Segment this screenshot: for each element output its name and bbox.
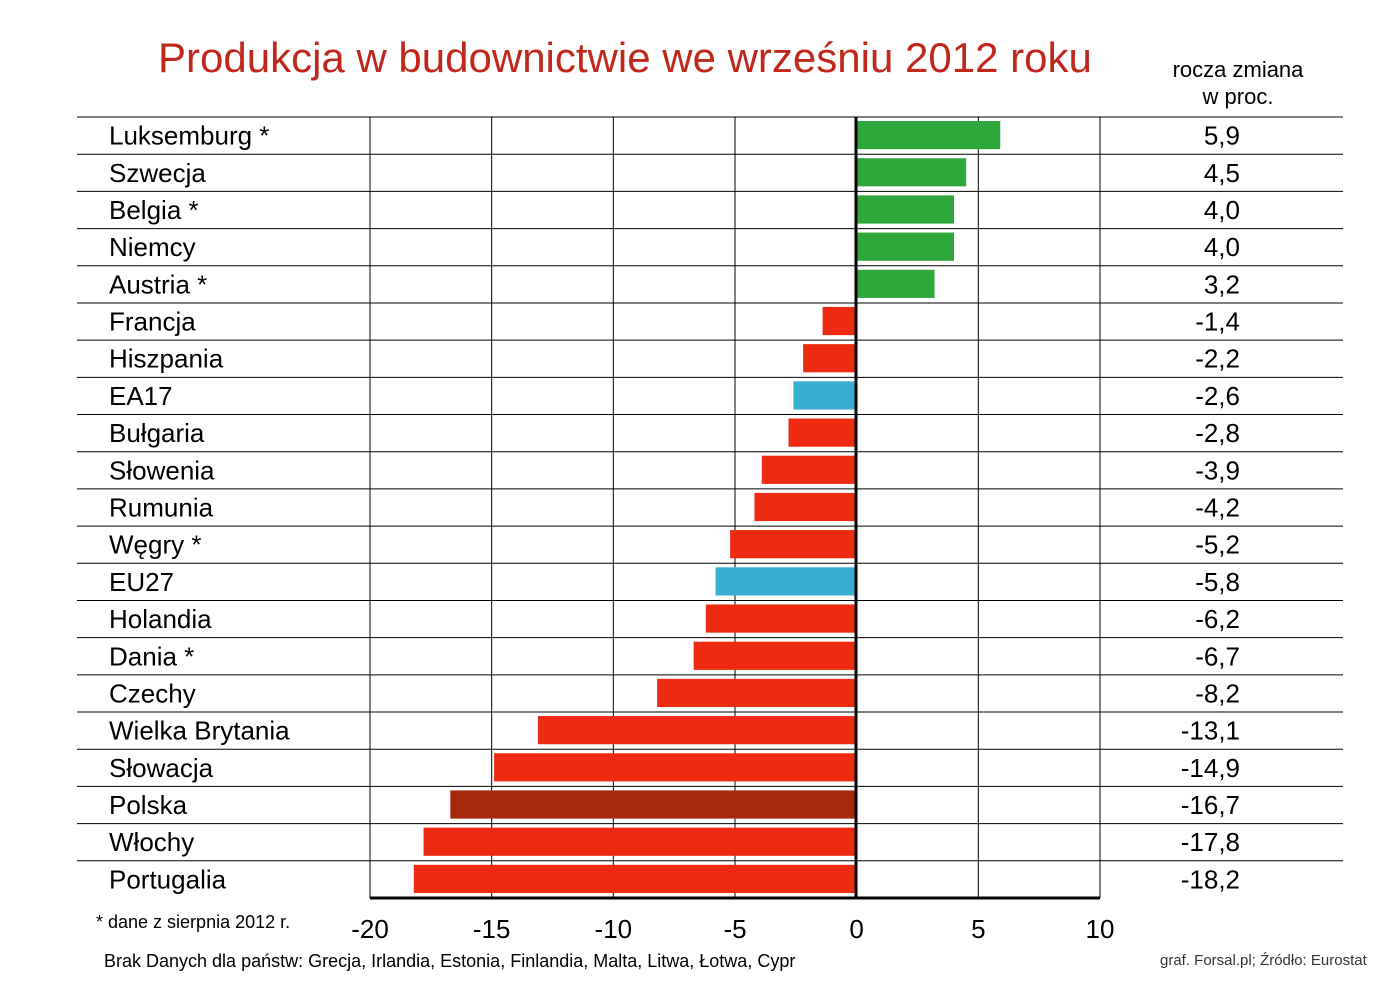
bar-2	[856, 158, 967, 187]
x-tick-label-5: 5	[971, 914, 985, 944]
x-tick-label-0: -20	[351, 914, 389, 944]
category-label-20: Włochy	[109, 827, 194, 857]
value-label-1: 5,9	[1204, 121, 1240, 151]
category-label-13: EU27	[109, 567, 174, 597]
category-label-15: Dania *	[109, 641, 194, 671]
bar-3	[856, 195, 954, 224]
x-tick-label-1: -15	[473, 914, 511, 944]
category-label-14: Holandia	[109, 604, 212, 634]
category-label-10: Słowenia	[109, 455, 215, 485]
bar-14	[705, 604, 857, 633]
bar-21	[413, 864, 857, 893]
category-label-21: Portugalia	[109, 864, 227, 894]
x-tick-label-3: -5	[723, 914, 746, 944]
value-label-9: -2,8	[1195, 418, 1240, 448]
value-label-8: -2,6	[1195, 381, 1240, 411]
category-label-17: Wielka Brytania	[109, 716, 290, 746]
bar-5	[856, 269, 935, 298]
category-label-7: Hiszpania	[109, 344, 224, 374]
bar-17	[537, 716, 857, 745]
value-label-13: -5,8	[1195, 567, 1240, 597]
value-label-21: -18,2	[1181, 864, 1240, 894]
value-column-header-line-2: w proc.	[1202, 84, 1274, 109]
value-label-15: -6,7	[1195, 641, 1240, 671]
bar-11	[754, 492, 857, 522]
value-label-2: 4,5	[1204, 158, 1240, 188]
bar-20	[423, 827, 857, 856]
value-label-4: 4,0	[1204, 232, 1240, 262]
category-label-19: Polska	[109, 790, 188, 820]
bar-9	[788, 418, 857, 447]
bar-6	[822, 306, 857, 336]
footnote: * dane z sierpnia 2012 r.	[96, 912, 291, 932]
category-label-2: Szwecja	[109, 158, 206, 188]
bar-13	[715, 567, 857, 596]
category-label-4: Niemcy	[109, 232, 196, 262]
value-label-3: 4,0	[1204, 195, 1240, 225]
bar-1	[856, 121, 1001, 150]
bar-10	[761, 455, 857, 484]
category-label-12: Węgry *	[109, 530, 201, 560]
x-tick-label-2: -10	[595, 914, 633, 944]
bar-8	[793, 381, 857, 410]
value-label-14: -6,2	[1195, 604, 1240, 634]
value-label-18: -14,9	[1181, 753, 1240, 783]
category-label-9: Bułgaria	[109, 418, 205, 448]
x-tick-label-4: 0	[849, 914, 863, 944]
chart-title: Produkcja w budownictwie we wrześniu 201…	[158, 34, 1092, 81]
bar-12	[730, 530, 857, 559]
no-data-note: Brak Danych dla państw: Grecja, Irlandia…	[104, 951, 796, 971]
category-label-16: Czechy	[109, 678, 196, 708]
category-label-6: Francja	[109, 307, 196, 337]
value-label-17: -13,1	[1181, 716, 1240, 746]
category-label-18: Słowacja	[109, 753, 214, 783]
x-tick-label-6: 10	[1086, 914, 1115, 944]
value-label-10: -3,9	[1195, 455, 1240, 485]
value-column-header: rocza zmiana w proc.	[1160, 56, 1316, 110]
bar-18	[494, 753, 857, 782]
value-label-12: -5,2	[1195, 530, 1240, 560]
value-label-7: -2,2	[1195, 344, 1240, 374]
bar-7	[803, 344, 857, 373]
bar-19	[450, 790, 857, 819]
value-label-11: -4,2	[1195, 493, 1240, 523]
source-note: graf. Forsal.pl; Źródło: Eurostat	[1160, 952, 1367, 969]
value-label-19: -16,7	[1181, 790, 1240, 820]
value-label-6: -1,4	[1195, 307, 1240, 337]
value-column-header-line-1: rocza zmiana	[1172, 57, 1304, 82]
category-label-5: Austria *	[109, 269, 207, 299]
bar-4	[856, 232, 954, 261]
value-label-5: 3,2	[1204, 269, 1240, 299]
category-label-3: Belgia *	[109, 195, 199, 225]
value-label-16: -8,2	[1195, 678, 1240, 708]
category-label-11: Rumunia	[109, 493, 214, 523]
value-label-20: -17,8	[1181, 827, 1240, 857]
bar-15	[693, 641, 857, 670]
category-label-8: EA17	[109, 381, 173, 411]
category-label-1: Luksemburg *	[109, 121, 269, 151]
bar-16	[657, 678, 857, 708]
